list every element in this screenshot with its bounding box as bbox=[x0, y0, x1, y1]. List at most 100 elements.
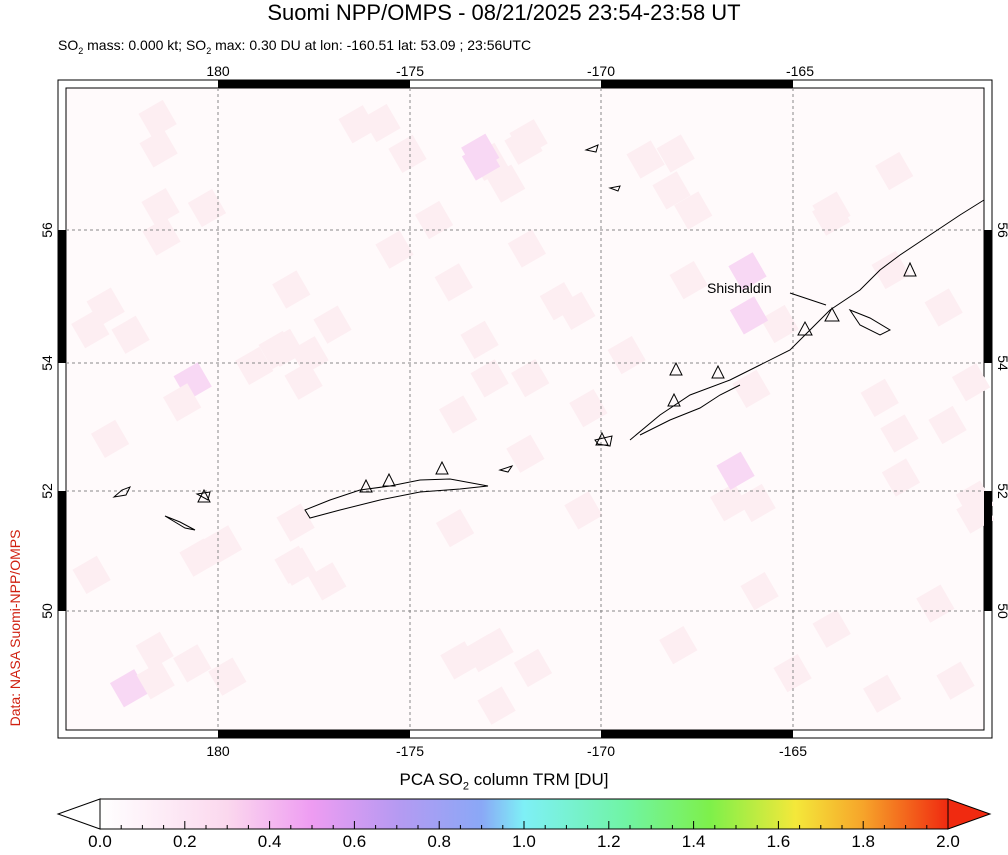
so2-patch bbox=[880, 414, 919, 453]
so2-patch bbox=[740, 571, 779, 611]
so2-patch bbox=[659, 626, 698, 665]
so2-patch bbox=[863, 674, 902, 713]
so2-patch bbox=[142, 217, 181, 256]
so2-patch bbox=[737, 483, 776, 523]
colorbar-tick-label: 1.0 bbox=[512, 832, 536, 851]
so2-patch bbox=[138, 99, 177, 139]
colorbar-title-text: PCA SO bbox=[399, 770, 463, 789]
so2-patch bbox=[265, 328, 305, 367]
volcano-icon bbox=[595, 431, 609, 446]
so2-patch bbox=[414, 200, 454, 240]
so2-patch bbox=[716, 451, 755, 490]
so2-patch bbox=[564, 491, 603, 530]
so2-patch bbox=[72, 555, 111, 595]
lon-tick-label: 180 bbox=[206, 63, 230, 79]
lat-tick-label: 52 bbox=[39, 483, 55, 499]
so2-patch bbox=[669, 260, 708, 300]
lon-tick-label: -175 bbox=[396, 63, 424, 79]
colorbar-tick-label: 1.8 bbox=[851, 832, 875, 851]
so2-patch bbox=[203, 525, 243, 564]
so2-patch bbox=[163, 383, 202, 422]
so2-patch bbox=[141, 188, 180, 227]
so2-patch bbox=[732, 369, 771, 408]
so2-patch bbox=[438, 395, 478, 434]
lat-tick-label: 56 bbox=[995, 222, 1008, 238]
colorbar-tick-label: 0.6 bbox=[342, 832, 367, 851]
so2-patch bbox=[313, 305, 352, 344]
volcano-icon bbox=[382, 472, 396, 487]
so2-max: max: 0.30 DU at lon: -160.51 lat: 53.09 … bbox=[211, 37, 532, 53]
colorbar-title-text: column TRM [DU] bbox=[468, 770, 609, 789]
so2-patch bbox=[470, 359, 509, 398]
so2-patch bbox=[652, 171, 691, 210]
so2-patch bbox=[139, 129, 178, 168]
so2-patch bbox=[179, 538, 218, 577]
so2-patch bbox=[860, 378, 899, 417]
volcano-icon bbox=[359, 478, 373, 493]
so2-patch bbox=[881, 458, 921, 497]
colorbar-tick-label: 0.2 bbox=[172, 832, 197, 851]
colorbar-title: PCA SO2 column TRM [DU] bbox=[0, 770, 1008, 792]
so2-patch bbox=[362, 103, 401, 143]
tick-labels: 180 -175 -170 -165 180 -175 -170 -165 56… bbox=[39, 63, 1008, 759]
frame-bars bbox=[58, 80, 992, 738]
so2-patch bbox=[272, 270, 311, 309]
so2-patch bbox=[135, 631, 174, 671]
colorbar-tick-label: 2.0 bbox=[936, 832, 960, 851]
so2-patch bbox=[728, 252, 767, 291]
so2-patches bbox=[71, 99, 995, 725]
so2-patch bbox=[871, 250, 910, 290]
lon-tick-label: 180 bbox=[206, 743, 230, 759]
lon-tick-label: -170 bbox=[587, 63, 615, 79]
so2-patch bbox=[461, 133, 500, 172]
coastlines bbox=[112, 144, 985, 531]
colorbar-tick-label: 0.8 bbox=[427, 832, 451, 851]
colorbar-tick-label: 1.4 bbox=[681, 832, 706, 851]
so2-patch bbox=[90, 419, 130, 458]
so2-patch bbox=[626, 140, 665, 179]
volcano-icon bbox=[669, 361, 683, 376]
colorbar-max-arrow bbox=[947, 798, 992, 830]
so2-patch bbox=[511, 358, 550, 398]
volcano-icon bbox=[711, 364, 725, 379]
colorbar-min-arrow bbox=[56, 798, 101, 830]
so2-patch bbox=[477, 686, 516, 725]
so2-patch bbox=[924, 288, 963, 327]
lat-tick-label: 56 bbox=[39, 222, 55, 238]
so2-patch bbox=[928, 405, 967, 445]
lon-tick-label: -175 bbox=[396, 743, 424, 759]
plot-title: Suomi NPP/OMPS - 08/21/2025 23:54-23:58 … bbox=[267, 0, 741, 25]
so2-patch bbox=[951, 363, 991, 402]
volcano-icon bbox=[197, 488, 211, 503]
so2-patch bbox=[506, 434, 545, 473]
so2-patch bbox=[607, 335, 646, 375]
lat-tick-label: 54 bbox=[39, 355, 55, 371]
graticule bbox=[66, 88, 984, 730]
so2-patch bbox=[208, 657, 247, 696]
lat-tick-label: 54 bbox=[995, 355, 1008, 371]
so2-patch bbox=[773, 654, 812, 693]
so2-patch bbox=[235, 346, 274, 386]
volcano-icon bbox=[667, 392, 681, 407]
so2-patch bbox=[513, 648, 553, 688]
colorbar-tick-label: 0.0 bbox=[88, 832, 112, 851]
so2-patch bbox=[435, 509, 475, 548]
so2-mass: mass: 0.000 kt; bbox=[83, 37, 186, 53]
lat-tick-label: 52 bbox=[995, 483, 1008, 499]
so2-patch bbox=[388, 134, 427, 173]
so2-patch bbox=[507, 229, 547, 268]
so2-patch bbox=[812, 609, 851, 648]
so2-patch bbox=[440, 641, 479, 680]
volcano-label: Shishaldin bbox=[707, 280, 772, 296]
so2-label: SO bbox=[185, 37, 207, 53]
colorbar bbox=[56, 798, 992, 830]
lon-tick-label: -165 bbox=[779, 743, 807, 759]
so2-patch bbox=[729, 296, 769, 335]
subscript: 2 bbox=[78, 45, 84, 56]
so2-patch bbox=[875, 151, 914, 191]
so2-patch bbox=[111, 315, 150, 354]
lon-tick-label: -170 bbox=[587, 743, 615, 759]
subscript: 2 bbox=[462, 780, 469, 793]
volcano-leader-line bbox=[789, 292, 827, 306]
so2-patch bbox=[569, 388, 608, 428]
